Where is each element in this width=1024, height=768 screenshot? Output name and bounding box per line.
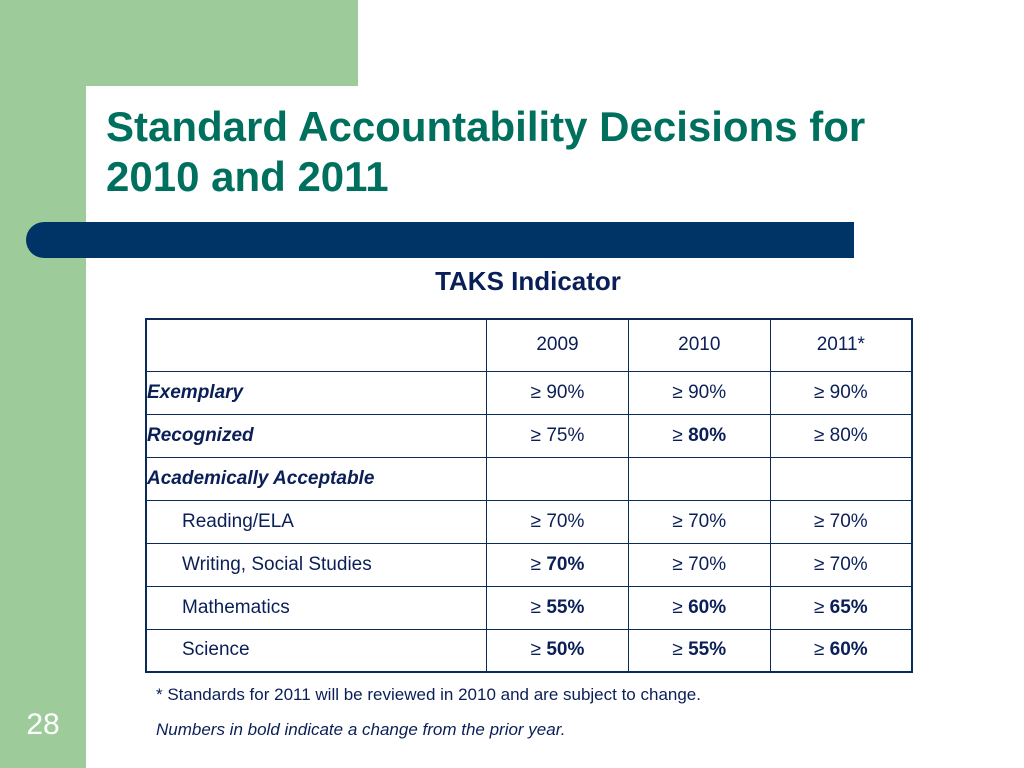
table-caption: TAKS Indicator [435, 266, 621, 296]
standard-value: 70% [688, 553, 727, 575]
table-row: Recognized ≥ 75% ≥ 80% ≥ 80% [145, 413, 913, 458]
table-row: Academically Acceptable [145, 456, 913, 501]
gte-symbol: ≥ [813, 510, 830, 532]
gte-symbol: ≥ [530, 596, 547, 618]
gte-symbol: ≥ [672, 639, 689, 661]
page-number: 28 [26, 708, 60, 741]
gte-symbol: ≥ [530, 553, 547, 575]
standard-cell: ≥ 60% [769, 628, 913, 673]
standard-value: 55% [546, 596, 585, 618]
gte-symbol: ≥ [530, 639, 547, 661]
standard-value: 70% [688, 510, 727, 532]
footnote-2011-review: * Standards for 2011 will be reviewed in… [156, 685, 701, 704]
standard-cell: ≥ 90% [486, 370, 629, 415]
standard-cell: ≥ 55% [627, 628, 771, 673]
standard-cell [769, 456, 913, 501]
standard-value: 70% [829, 510, 868, 532]
table-row: Science ≥ 50% ≥ 55% ≥ 60% [145, 628, 913, 673]
gte-symbol: ≥ [530, 424, 547, 446]
table-header-row: 2009 2010 2011* [145, 318, 913, 372]
gte-symbol: ≥ [530, 381, 547, 403]
standard-cell: ≥ 65% [769, 585, 913, 630]
gte-symbol: ≥ [672, 424, 689, 446]
slide-title-line1: Standard Accountability Decisions for [106, 103, 866, 150]
standard-cell: ≥ 75% [486, 413, 629, 458]
standard-value: 80% [829, 424, 868, 446]
standard-value: 60% [829, 639, 868, 661]
header-cell-2010: 2010 [627, 318, 771, 372]
table-row: Mathematics ≥ 55% ≥ 60% ≥ 65% [145, 585, 913, 630]
header-cell-2011: 2011* [769, 318, 913, 372]
standard-cell: ≥ 70% [627, 542, 771, 587]
gte-symbol: ≥ [813, 639, 830, 661]
header-cell-2009: 2009 [486, 318, 629, 372]
slide-title-line2: 2010 and 2011 [106, 153, 389, 200]
green-frame-left [0, 0, 86, 768]
title-underline-bar [26, 222, 854, 258]
standard-value: 65% [829, 596, 868, 618]
gte-symbol: ≥ [530, 510, 547, 532]
table-row: Writing, Social Studies ≥ 70% ≥ 70% ≥ 70% [145, 542, 913, 587]
table-row: Reading/ELA ≥ 70% ≥ 70% ≥ 70% [145, 499, 913, 544]
standard-cell: ≥ 70% [627, 499, 771, 544]
standard-value: 80% [688, 424, 727, 446]
gte-symbol: ≥ [672, 381, 689, 403]
standard-value: 70% [546, 510, 585, 532]
standard-value: 90% [546, 381, 585, 403]
row-label: Reading/ELA [145, 499, 488, 544]
standard-cell: ≥ 70% [486, 542, 629, 587]
taks-standards-table: 2009 2010 2011* Exemplary ≥ 90% ≥ 90% ≥ 90%… [145, 318, 913, 673]
slide-title: Standard Accountability Decisions for 20… [106, 102, 986, 202]
gte-symbol: ≥ [813, 553, 830, 575]
gte-symbol: ≥ [813, 424, 830, 446]
standard-value: 70% [829, 553, 868, 575]
standard-value: 70% [546, 553, 585, 575]
standard-value: 90% [829, 381, 868, 403]
standard-cell: ≥ 70% [486, 499, 629, 544]
footnote-bold-legend: Numbers in bold indicate a change from t… [156, 720, 566, 739]
row-label: Writing, Social Studies [145, 542, 488, 587]
standard-cell [486, 456, 629, 501]
row-label: Recognized [145, 413, 488, 458]
standard-value: 55% [688, 639, 727, 661]
standard-value: 60% [688, 596, 727, 618]
table-body: Exemplary ≥ 90% ≥ 90% ≥ 90% Recognized ≥ 75% ≥… [145, 370, 913, 673]
standard-cell: ≥ 55% [486, 585, 629, 630]
table-row: Exemplary ≥ 90% ≥ 90% ≥ 90% [145, 370, 913, 415]
gte-symbol: ≥ [672, 596, 689, 618]
row-label: Academically Acceptable [145, 456, 488, 501]
green-frame-top [0, 0, 358, 86]
row-label: Mathematics [145, 585, 488, 630]
standard-cell: ≥ 80% [627, 413, 771, 458]
gte-symbol: ≥ [672, 510, 689, 532]
standard-cell: ≥ 50% [486, 628, 629, 673]
gte-symbol: ≥ [672, 553, 689, 575]
row-label: Exemplary [145, 370, 488, 415]
standard-cell: ≥ 70% [769, 499, 913, 544]
gte-symbol: ≥ [813, 596, 830, 618]
standard-cell: ≥ 90% [627, 370, 771, 415]
standard-value: 90% [688, 381, 727, 403]
standard-value: 75% [546, 424, 585, 446]
standard-cell [627, 456, 771, 501]
standard-cell: ≥ 90% [769, 370, 913, 415]
row-label: Science [145, 628, 488, 673]
standard-cell: ≥ 60% [627, 585, 771, 630]
gte-symbol: ≥ [813, 381, 830, 403]
standard-cell: ≥ 80% [769, 413, 913, 458]
standard-cell: ≥ 70% [769, 542, 913, 587]
standard-value: 50% [546, 639, 585, 661]
header-cell-blank [145, 318, 488, 372]
